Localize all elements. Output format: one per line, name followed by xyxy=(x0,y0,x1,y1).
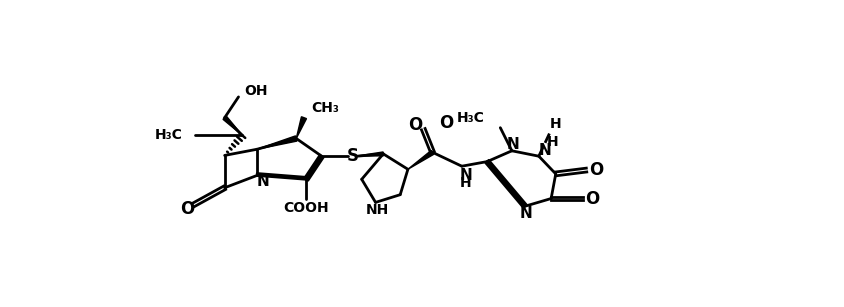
Text: H: H xyxy=(547,135,559,149)
Text: N: N xyxy=(459,168,472,183)
Polygon shape xyxy=(223,116,242,135)
Text: H: H xyxy=(550,117,561,131)
Polygon shape xyxy=(257,136,297,149)
Text: O: O xyxy=(408,116,423,134)
Polygon shape xyxy=(408,150,434,169)
Text: NH: NH xyxy=(365,203,389,217)
Text: H: H xyxy=(460,176,472,190)
Text: N: N xyxy=(507,137,520,152)
Text: O: O xyxy=(588,161,603,179)
Text: N: N xyxy=(257,174,269,189)
Text: S: S xyxy=(347,147,359,165)
Text: N: N xyxy=(520,206,533,221)
Polygon shape xyxy=(355,152,383,156)
Text: COOH: COOH xyxy=(284,201,329,215)
Text: H₃C: H₃C xyxy=(154,128,182,142)
Text: CH₃: CH₃ xyxy=(311,101,339,115)
Text: O: O xyxy=(181,200,195,218)
Text: N: N xyxy=(538,142,551,157)
Text: H₃C: H₃C xyxy=(457,111,485,125)
Text: O: O xyxy=(586,189,600,208)
Text: O: O xyxy=(439,114,453,132)
Text: OH: OH xyxy=(245,84,268,98)
Polygon shape xyxy=(296,117,306,138)
